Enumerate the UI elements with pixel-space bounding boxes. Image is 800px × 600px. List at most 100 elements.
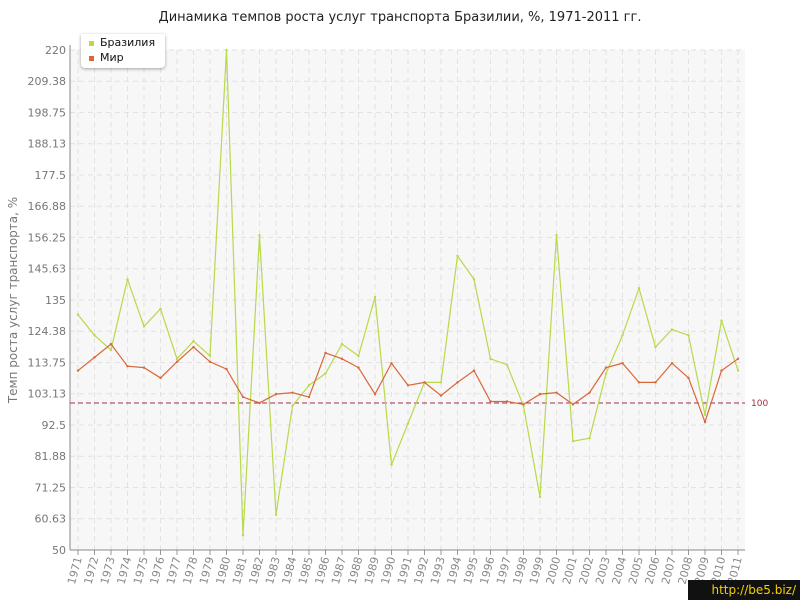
data-point — [588, 437, 591, 440]
data-point — [241, 395, 245, 399]
data-point — [456, 254, 459, 258]
data-point — [406, 384, 410, 387]
data-point — [274, 513, 278, 516]
data-point — [505, 400, 509, 403]
legend-item-world[interactable]: Мир — [89, 51, 124, 65]
data-point — [720, 319, 723, 322]
y-tick-label: 92.5 — [42, 419, 67, 432]
data-point — [637, 287, 641, 290]
data-point — [687, 334, 690, 337]
data-point — [637, 381, 641, 384]
data-point — [142, 366, 146, 369]
data-point — [225, 48, 228, 52]
data-point — [571, 403, 575, 406]
legend-marker — [89, 40, 94, 46]
y-tick-label: 124.38 — [28, 325, 67, 338]
legend-label: Мир — [100, 51, 124, 64]
data-point — [390, 463, 393, 466]
data-point — [159, 307, 162, 311]
data-point — [241, 534, 245, 537]
data-point — [505, 363, 509, 366]
data-point — [406, 422, 410, 425]
data-point — [324, 372, 327, 375]
data-point — [604, 372, 608, 375]
data-point — [522, 403, 525, 406]
data-point — [76, 313, 80, 316]
y-tick-label: 209.38 — [28, 75, 67, 88]
data-point — [208, 360, 212, 363]
data-point — [736, 357, 740, 361]
data-point — [258, 234, 261, 237]
y-tick-label: 166.88 — [28, 200, 67, 213]
data-point — [720, 369, 723, 372]
data-point — [142, 325, 146, 328]
watermark[interactable]: http://be5.biz/ — [688, 580, 800, 600]
data-point — [489, 400, 492, 403]
data-point — [126, 364, 129, 368]
data-point — [571, 439, 575, 443]
data-point — [258, 401, 261, 405]
data-point — [307, 395, 311, 399]
chart-title: Динамика темпов роста услуг транспорта Б… — [158, 10, 642, 25]
data-point — [340, 342, 344, 346]
data-point — [109, 342, 113, 346]
data-point — [291, 404, 294, 408]
data-point — [604, 366, 608, 369]
y-tick-label: 220 — [45, 44, 66, 57]
y-tick-label: 81.88 — [35, 450, 67, 463]
data-point — [373, 392, 377, 396]
data-point — [489, 357, 492, 361]
data-point — [439, 381, 443, 384]
data-point — [555, 391, 558, 394]
data-point — [423, 381, 426, 384]
data-point — [439, 394, 443, 397]
data-point — [192, 339, 195, 343]
data-point — [208, 354, 212, 358]
data-point — [76, 369, 80, 372]
y-tick-label: 103.13 — [28, 388, 67, 401]
y-tick-label: 71.25 — [35, 482, 67, 495]
data-point — [588, 391, 591, 394]
y-tick-label: 177.5 — [35, 169, 67, 182]
data-point — [93, 356, 96, 359]
data-point — [538, 392, 542, 396]
data-point — [175, 360, 179, 363]
data-point — [736, 369, 740, 372]
data-point — [357, 354, 360, 358]
y-tick-label: 156.25 — [28, 232, 67, 245]
legend: Бразилия Мир — [81, 34, 165, 68]
data-point — [472, 278, 476, 281]
data-point — [307, 384, 311, 387]
data-point — [670, 328, 674, 331]
y-tick-label: 113.75 — [28, 357, 67, 370]
data-point — [456, 381, 459, 384]
data-point — [192, 345, 195, 349]
y-axis-label: Темп роста услуг транспорта, % — [6, 197, 20, 404]
data-point — [670, 362, 674, 365]
data-point — [687, 376, 690, 380]
data-point — [175, 357, 179, 361]
legend-item-brazil[interactable]: Бразилия — [89, 36, 155, 50]
reference-line-label: 100 — [751, 399, 768, 409]
data-point — [126, 278, 129, 281]
y-tick-label: 50 — [52, 544, 66, 557]
data-point — [621, 334, 624, 337]
y-tick-label: 145.63 — [28, 263, 67, 276]
data-point — [390, 362, 393, 365]
data-point — [324, 351, 327, 355]
y-tick-label: 188.13 — [28, 138, 67, 151]
data-point — [621, 362, 624, 365]
data-point — [340, 357, 344, 361]
data-point — [93, 334, 96, 337]
data-point — [538, 495, 542, 499]
y-tick-label: 198.75 — [28, 107, 67, 120]
data-point — [654, 381, 657, 384]
data-point — [373, 295, 377, 299]
data-point — [291, 391, 294, 394]
y-tick-label: 60.63 — [35, 513, 67, 526]
data-point — [159, 376, 162, 380]
data-point — [703, 420, 707, 424]
data-point — [109, 348, 113, 352]
legend-marker — [89, 55, 94, 61]
